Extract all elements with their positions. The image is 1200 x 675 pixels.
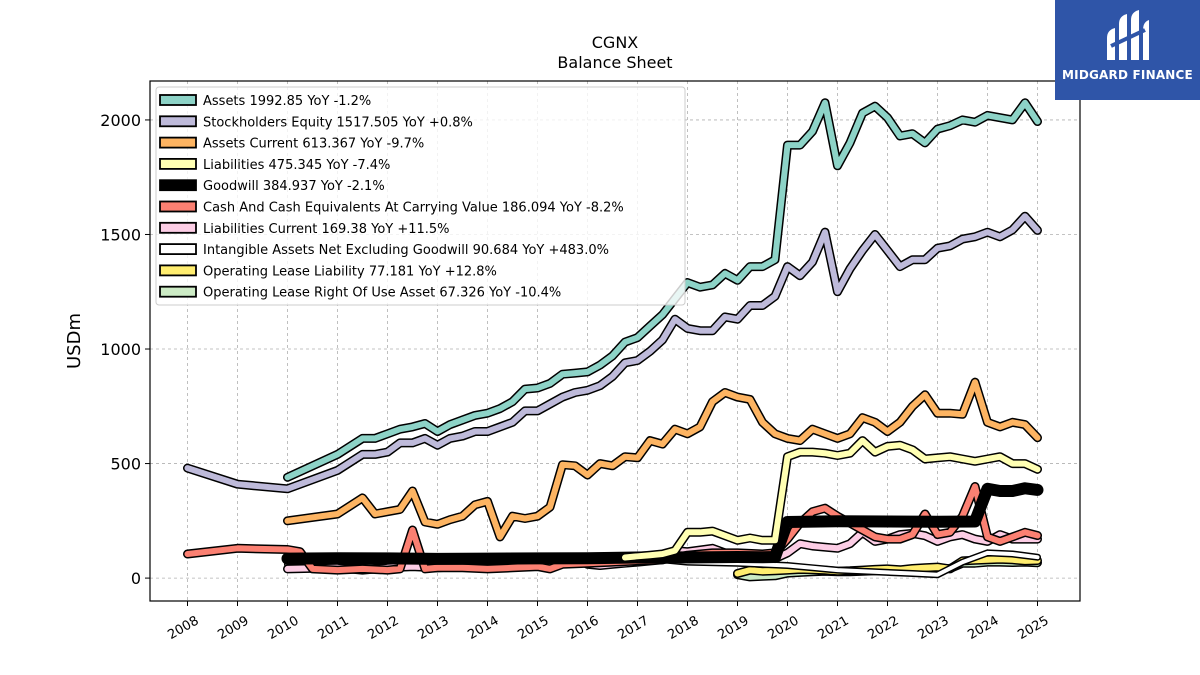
series-line-stroke <box>284 99 1041 481</box>
brand-name: MIDGARD FINANCE <box>1062 68 1193 82</box>
series-line-stroke <box>622 437 1041 561</box>
legend-swatch <box>159 200 197 213</box>
series-line <box>283 377 1042 542</box>
legend-label: Goodwill 384.937 YoY -2.1% <box>203 179 385 194</box>
legend-swatch <box>159 136 197 149</box>
legend-swatch <box>159 221 197 234</box>
series-lines <box>183 98 1044 582</box>
series-line <box>281 482 1044 565</box>
y-axis-label: USDm <box>64 313 85 369</box>
legend-swatch <box>159 264 197 277</box>
legend-label: Cash And Cash Equivalents At Carrying Va… <box>203 201 624 216</box>
brand-logo: MIDGARD FINANCE <box>1055 0 1200 100</box>
legend-swatch <box>159 115 197 128</box>
legend-label: Operating Lease Liability 77.181 YoY +12… <box>203 264 497 279</box>
legend-label: Liabilities Current 169.38 YoY +11.5% <box>203 222 450 237</box>
series-line <box>283 98 1042 482</box>
y-axis: 0 500 1000 1500 2000 <box>100 111 150 588</box>
legend-swatch <box>159 285 197 298</box>
legend-box <box>155 86 686 306</box>
legend-label: Assets 1992.85 YoY -1.2% <box>203 94 371 109</box>
chart-title: CGNX <box>592 33 639 52</box>
y-tick-label: 1500 <box>100 225 141 244</box>
series-line <box>183 211 1042 494</box>
midgard-logo-icon <box>1107 10 1149 60</box>
legend: Assets 1992.85 YoY -1.2% Stockholders Equ… <box>155 86 686 306</box>
series-line <box>620 436 1042 562</box>
series-line-stroke <box>184 213 1041 492</box>
chart-subtitle: Balance Sheet <box>557 53 672 72</box>
y-tick-label: 0 <box>131 569 141 588</box>
legend-swatch <box>159 243 197 256</box>
legend-label: Intangible Assets Net Excluding Goodwill… <box>203 243 609 258</box>
series-line-stroke <box>284 379 1041 540</box>
legend-label: Operating Lease Right Of Use Asset 67.32… <box>203 286 561 301</box>
y-tick-label: 500 <box>110 455 141 474</box>
plot-frame <box>149 80 1081 602</box>
legend-label: Assets Current 613.367 YoY -9.7% <box>203 137 424 152</box>
y-tick-label: 2000 <box>100 111 141 130</box>
y-tick-label: 1000 <box>100 340 141 359</box>
legend-swatch <box>159 179 197 192</box>
legend-swatch <box>159 157 197 170</box>
series-line-stroke <box>281 482 1044 565</box>
legend-label: Stockholders Equity 1517.505 YoY +0.8% <box>203 115 473 130</box>
legend-label: Liabilities 475.345 YoY -7.4% <box>203 158 390 173</box>
legend-swatch <box>159 94 197 106</box>
